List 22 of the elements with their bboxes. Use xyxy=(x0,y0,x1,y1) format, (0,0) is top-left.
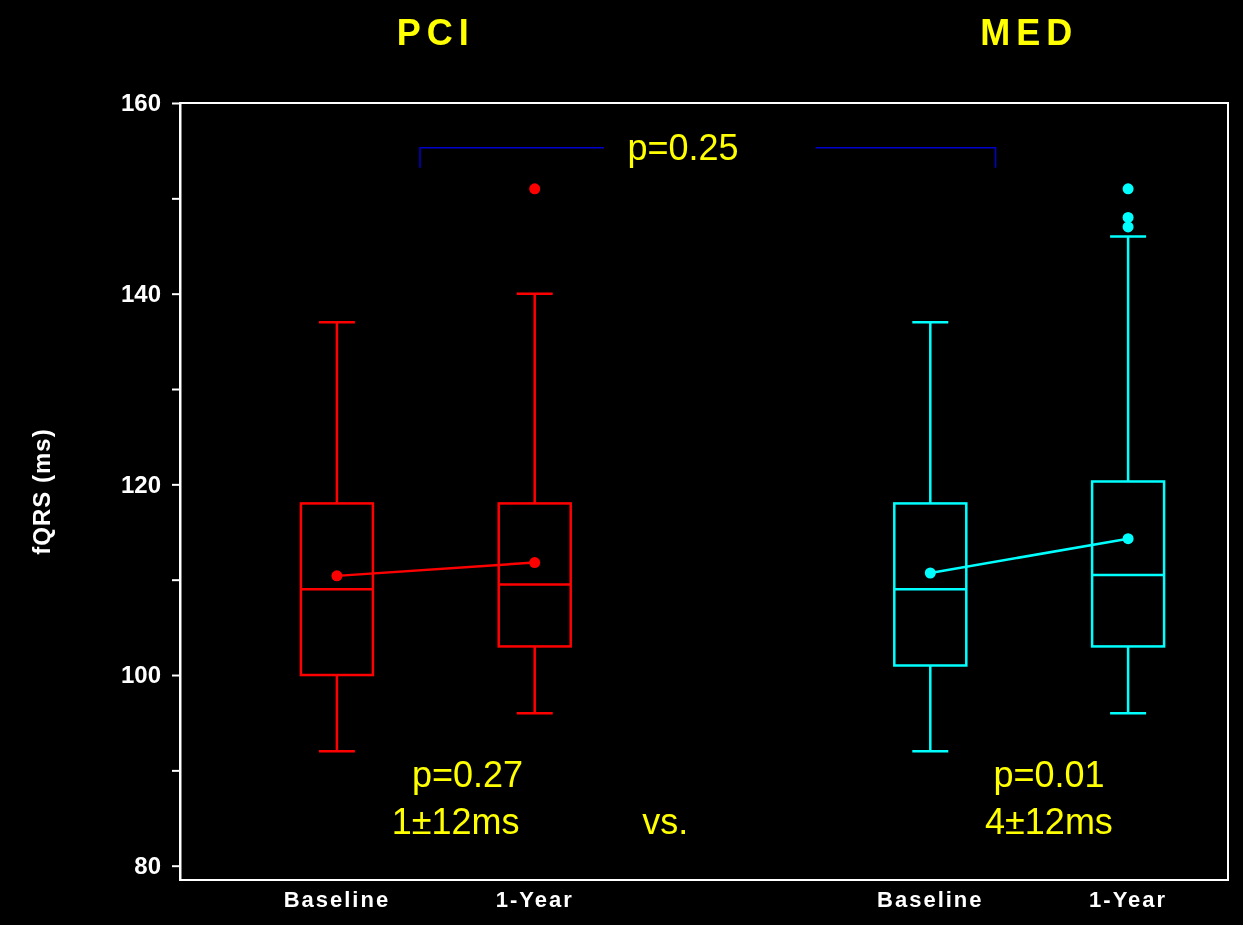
point xyxy=(1122,533,1134,545)
annotation: vs. xyxy=(642,801,689,843)
annotation: p=0.01 xyxy=(993,753,1105,795)
text: MED xyxy=(980,11,1079,53)
y-tick-label: 100 xyxy=(120,661,161,689)
text: PCI xyxy=(396,11,475,53)
y-axis-title: fQRS (ms) xyxy=(28,428,55,555)
annotation: 4±12ms xyxy=(985,801,1113,843)
x-tick-label: 1-Year xyxy=(495,887,574,913)
x-tick-label: 1-Year xyxy=(1089,887,1168,913)
y-tick-label: 160 xyxy=(120,89,161,117)
annotation: 1±12ms xyxy=(391,801,520,843)
y-tick-label: 140 xyxy=(120,279,161,307)
y-tick-label: 120 xyxy=(120,470,161,498)
annotation: p=0.25 xyxy=(627,127,739,169)
point xyxy=(529,557,541,569)
x-tick-label: Baseline xyxy=(877,887,984,913)
point xyxy=(331,570,343,582)
y-tick-label: 80 xyxy=(134,851,161,879)
annotation: p=0.27 xyxy=(411,753,524,795)
point xyxy=(924,567,936,579)
x-tick-label: Baseline xyxy=(283,887,391,913)
